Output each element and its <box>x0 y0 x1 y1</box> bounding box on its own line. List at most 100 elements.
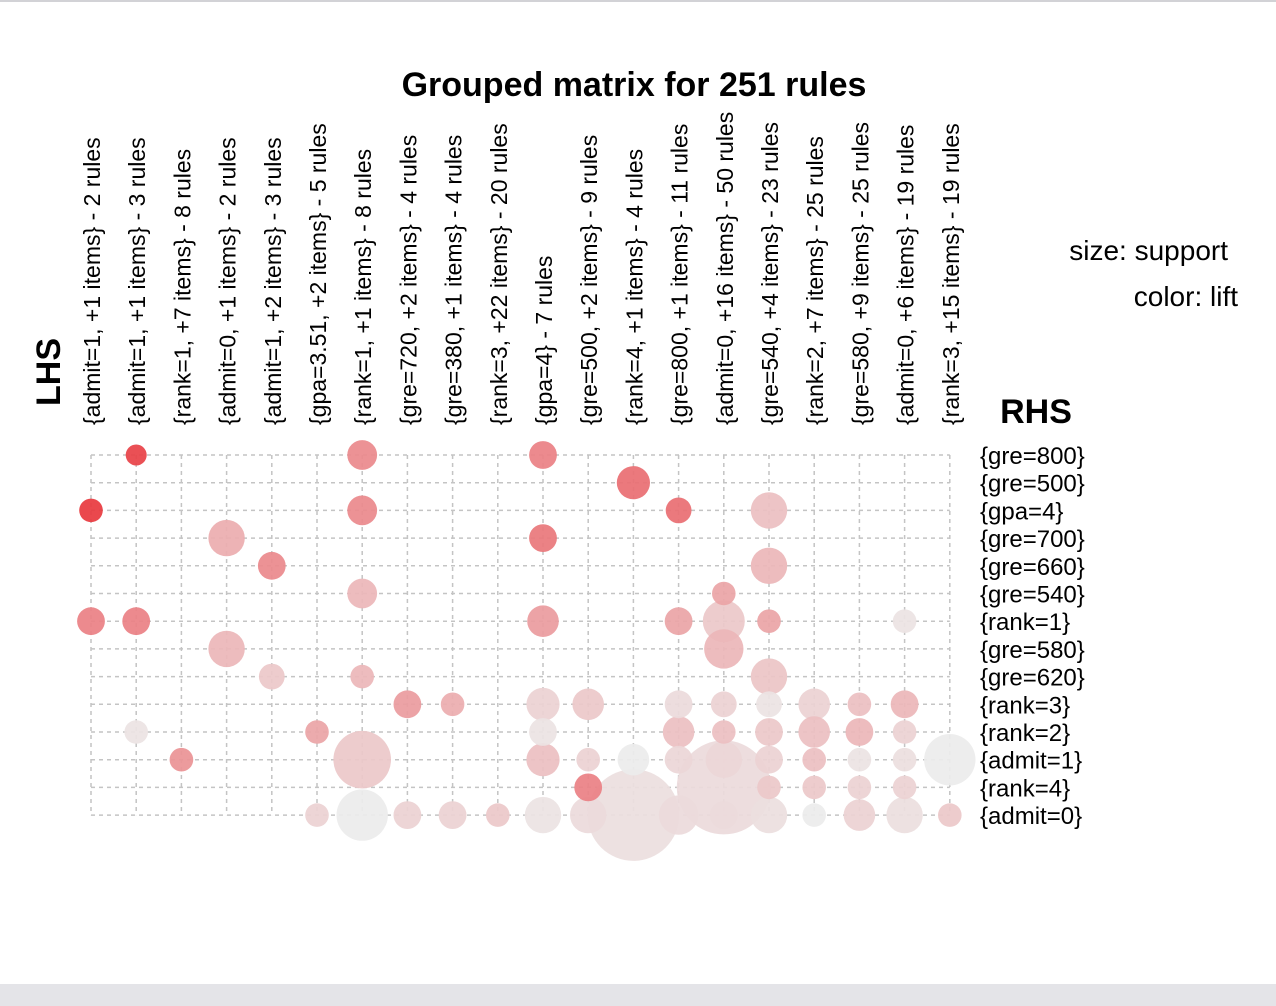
column-label: {rank=3, +15 items} - 19 rules <box>938 123 964 425</box>
column-label: {gre=500, +2 items} - 9 rules <box>576 135 602 425</box>
rule-point <box>350 664 375 689</box>
rule-point <box>664 607 693 636</box>
rule-point <box>347 495 378 526</box>
rule-point <box>529 524 557 552</box>
points-layer <box>77 440 976 861</box>
size-legend: size: support <box>1069 235 1228 266</box>
row-label: {rank=1} <box>980 609 1070 636</box>
row-labels: {gre=800}{gre=500}{gpa=4}{gre=700}{gre=6… <box>980 443 1085 830</box>
rule-point <box>529 441 557 469</box>
column-label: {rank=3, +22 items} - 20 rules <box>486 123 512 425</box>
rule-point <box>305 803 329 827</box>
rule-point <box>587 769 680 861</box>
rule-point <box>658 795 699 835</box>
column-label: {admit=0, +6 items} - 19 rules <box>893 125 919 425</box>
rule-point <box>617 743 650 776</box>
rule-point <box>576 747 600 772</box>
rule-point <box>572 688 604 721</box>
column-label: {gre=580, +9 items} - 25 rules <box>847 122 873 425</box>
row-label: {admit=1} <box>980 748 1082 775</box>
rule-point <box>892 775 917 800</box>
column-label: {admit=1, +1 items} - 2 rules <box>79 137 105 425</box>
rule-point <box>704 629 744 669</box>
row-label: {gre=800} <box>980 443 1085 470</box>
rule-point <box>347 578 378 609</box>
rule-point <box>169 747 194 772</box>
rule-point <box>750 796 788 834</box>
rule-point <box>527 605 559 637</box>
rule-point <box>79 498 103 523</box>
row-label: {rank=4} <box>980 775 1070 802</box>
column-label: {rank=1, +1 items} - 8 rules <box>350 149 376 425</box>
rule-point <box>798 688 830 721</box>
row-label: {gpa=4} <box>980 498 1063 525</box>
rule-point <box>208 519 245 557</box>
rule-point <box>755 745 783 774</box>
rule-point <box>336 789 388 841</box>
rule-point <box>616 466 651 500</box>
rule-point <box>574 773 603 802</box>
rule-point <box>705 741 742 778</box>
column-label: {gre=720, +2 items} - 4 rules <box>395 135 421 425</box>
row-label: {gre=620} <box>980 665 1085 692</box>
rule-point <box>847 747 872 772</box>
row-label: {gre=700} <box>980 526 1085 553</box>
column-labels: {admit=1, +1 items} - 2 rules {admit=1, +… <box>79 112 964 425</box>
rule-point <box>847 692 872 717</box>
rule-point <box>892 747 917 772</box>
row-label: {admit=0} <box>980 803 1082 830</box>
rule-point <box>756 691 782 718</box>
column-label: {admit=0, +1 items} - 2 rules <box>215 137 241 425</box>
row-label: {gre=580} <box>980 637 1085 664</box>
rule-point <box>347 440 378 470</box>
rule-point <box>843 799 876 831</box>
rule-point <box>393 801 422 829</box>
chart-title: Grouped matrix for 251 rules <box>402 66 867 104</box>
column-label: {gpa=3.51, +2 items} - 5 rules <box>305 123 331 425</box>
rule-point <box>124 720 148 744</box>
rule-point <box>750 547 788 584</box>
rule-point <box>664 690 693 719</box>
column-label: {admit=1, +2 items} - 3 rules <box>260 137 286 425</box>
rule-point <box>750 492 788 529</box>
rule-point <box>440 692 465 717</box>
column-label: {rank=1, +7 items} - 8 rules <box>169 149 195 425</box>
rule-point <box>845 718 874 746</box>
rule-point <box>664 745 693 774</box>
row-label: {gre=500} <box>980 471 1085 498</box>
rule-point <box>676 740 771 835</box>
rule-point <box>890 690 919 719</box>
rule-point <box>755 718 783 746</box>
lhs-label: LHS <box>30 338 68 406</box>
rule-point <box>77 607 105 636</box>
rule-point <box>802 747 826 772</box>
rule-point <box>924 734 976 786</box>
rule-point <box>757 609 781 633</box>
rule-point <box>710 691 737 718</box>
column-label: {gre=380, +1 items} - 4 rules <box>441 135 467 425</box>
row-label: {gre=660} <box>980 554 1085 581</box>
column-label: {rank=4, +1 items} - 4 rules <box>621 149 647 425</box>
rule-point <box>757 775 781 800</box>
rule-point <box>305 720 329 744</box>
rule-point <box>802 775 826 800</box>
rule-point <box>892 609 917 633</box>
rule-point <box>847 775 872 800</box>
color-legend: color: lift <box>1134 281 1238 312</box>
column-label: {gre=540, +4 items} - 23 rules <box>757 122 783 425</box>
rule-point <box>802 803 826 827</box>
rule-point <box>526 687 560 721</box>
rule-point <box>750 658 788 695</box>
rule-point <box>892 720 917 744</box>
rule-point <box>122 607 151 636</box>
row-label: {rank=2} <box>980 720 1070 747</box>
rule-point <box>524 796 562 834</box>
rule-point <box>662 716 695 748</box>
rule-point <box>257 551 286 580</box>
rule-point <box>702 600 745 643</box>
column-label: {admit=1, +1 items} - 3 rules <box>124 137 150 425</box>
column-label: {gre=800, +1 items} - 11 rules <box>667 124 693 425</box>
rule-point <box>886 796 923 834</box>
rule-point <box>709 801 738 829</box>
